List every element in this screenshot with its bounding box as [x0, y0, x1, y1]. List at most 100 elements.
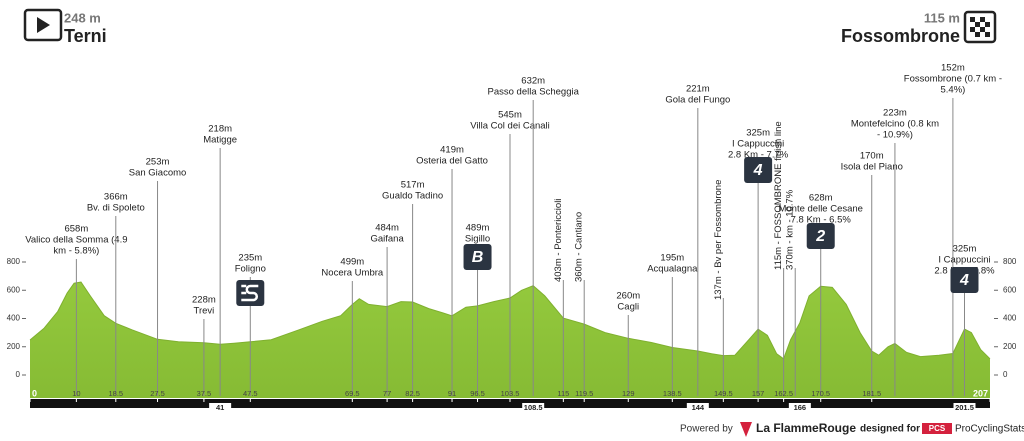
x-tick-label: 18.5 — [108, 389, 123, 398]
x-tick-label: 115 — [557, 389, 569, 398]
x-tick-box — [686, 403, 709, 412]
profile-line — [29, 281, 991, 360]
designed-for: designed for — [860, 424, 920, 435]
y-tick-label: 200 — [7, 342, 21, 351]
x-tick-box — [788, 403, 811, 412]
annotation-label: 228m — [192, 295, 216, 306]
icon-box — [744, 157, 773, 183]
annotation-label: 366m — [104, 192, 128, 203]
brand: La FlammeRouge — [756, 421, 856, 435]
x-tick-label: 162.5 — [774, 389, 793, 398]
x-tick-label: 129 — [622, 389, 635, 398]
annotation-label: - 10.9%) — [877, 130, 913, 141]
x-tick-label: 69.5 — [345, 389, 360, 398]
x-tick-label: 166 — [794, 403, 807, 412]
annotation-label: I Cappuccini — [938, 255, 990, 266]
annotation-label: Matigge — [203, 135, 237, 146]
annotation-label: Villa Col dei Canali — [470, 121, 550, 132]
x-tick-label: 138.5 — [663, 389, 682, 398]
finish-elevation: 115 m — [924, 10, 960, 25]
annotation-label: Isola del Piano — [841, 162, 903, 173]
annotation-label: I Cappuccini — [732, 139, 784, 150]
x-tick-label: 77 — [383, 389, 391, 398]
annotation-label: 7.8 Km - 6.5% — [791, 215, 852, 226]
annotation-label: 170m — [860, 151, 884, 162]
annotation-label: Gualdo Tadino — [382, 191, 443, 202]
x-tick-label: 91 — [448, 389, 456, 398]
annotation-label: Gaifana — [370, 234, 404, 245]
finish-icon — [963, 10, 997, 44]
annotation-label: 260m — [616, 291, 640, 302]
annotation-label: 2.8 Km - 7.7% — [728, 150, 789, 161]
start-icon-arrow — [37, 17, 50, 33]
annotation-label: Foligno — [235, 264, 266, 275]
start-name: Terni — [64, 26, 107, 46]
icon-label: 4 — [959, 272, 969, 289]
x-tick-label: 37.5 — [197, 389, 212, 398]
x-tick-label: 207 — [973, 388, 988, 398]
annotation-label: 658m — [64, 224, 88, 235]
start-icon — [23, 8, 63, 42]
annotation-label: Acqualagna — [647, 264, 698, 275]
y-tick-label-right: 400 — [1003, 314, 1017, 323]
annotation-label: Nocera Umbra — [321, 268, 383, 279]
icon-box — [806, 223, 835, 249]
x-tick-label: 82.5 — [405, 389, 420, 398]
x-tick-label: 119.5 — [575, 389, 593, 398]
annotation-label: 325m — [746, 128, 770, 139]
x-tick-label: 201.5 — [955, 403, 974, 412]
icon-label: 4 — [753, 162, 763, 179]
x-tick-box — [209, 403, 232, 412]
annotation-label: 632m — [521, 76, 545, 87]
annotation-label: San Giacomo — [129, 168, 187, 179]
x-tick-box — [953, 403, 976, 412]
annotation-label: 489m — [466, 223, 490, 234]
annotation-label: 253m — [146, 157, 170, 168]
finish-name: Fossombrone — [841, 26, 960, 46]
annotation-label: 517m — [401, 180, 425, 191]
annotation-label: 360m - Cantiano — [574, 212, 585, 282]
x-tick-label: 0 — [32, 388, 37, 398]
annotation-label: 218m — [208, 124, 232, 135]
y-tick-label: 800 — [7, 257, 21, 266]
powered-by: Powered by — [680, 424, 733, 435]
annotation-label: 195m — [660, 253, 684, 264]
pcs-logo-box — [922, 423, 952, 434]
annotation-label: 403m - Pontericcioli — [553, 199, 564, 282]
annotation-label: 628m — [809, 193, 833, 204]
x-tick-label: 96.5 — [470, 389, 485, 398]
y-tick-label: 600 — [7, 285, 21, 294]
annotation-label: 115m - FOSSOMBRONE finish line — [773, 121, 784, 270]
x-tick-label: 108.5 — [524, 403, 543, 412]
y-tick-label-right: 200 — [1003, 342, 1017, 351]
x-tick-label: 103.5 — [501, 389, 520, 398]
site-name: ProCyclingStats — [955, 424, 1024, 435]
icon-box — [463, 244, 492, 270]
annotation-label: Trevi — [194, 306, 215, 317]
x-tick-label: 157 — [752, 389, 765, 398]
annotation-label: 484m — [375, 223, 399, 234]
x-tick-label: 149.5 — [714, 389, 733, 398]
distance-bar — [30, 399, 990, 408]
icon-label: B — [472, 249, 484, 266]
y-tick-label-right: 600 — [1003, 285, 1017, 294]
x-tick-label: 27.5 — [150, 389, 165, 398]
x-tick-label: 47.5 — [243, 389, 258, 398]
y-tick-label-right: 0 — [1003, 370, 1008, 379]
x-tick-box — [522, 403, 545, 412]
annotation-label: Osteria del Gatto — [416, 156, 488, 167]
annotation-label: 325m — [953, 244, 977, 255]
icon-label: 2 — [815, 228, 825, 245]
annotation-label: 5.4%) — [940, 85, 965, 96]
annotation-label: km - 5.8%) — [53, 246, 99, 257]
annotation-label: Monte delle Cesane — [778, 204, 863, 215]
annotation-label: Montefelcino (0.8 km — [851, 119, 939, 130]
pcs-logo: PCS — [929, 424, 946, 433]
annotation-label: Sigillo — [465, 234, 490, 245]
annotation-label: 223m — [883, 108, 907, 119]
x-tick-label: 41 — [216, 403, 224, 412]
annotation-label: Bv. di Spoleto — [87, 203, 145, 214]
annotation-label: Valico della Somma (4.9 — [25, 235, 127, 246]
annotation-label: Fossombrone (0.7 km - — [904, 74, 1002, 85]
annotation-label: 137m - Bv per Fossombrone — [713, 180, 724, 300]
